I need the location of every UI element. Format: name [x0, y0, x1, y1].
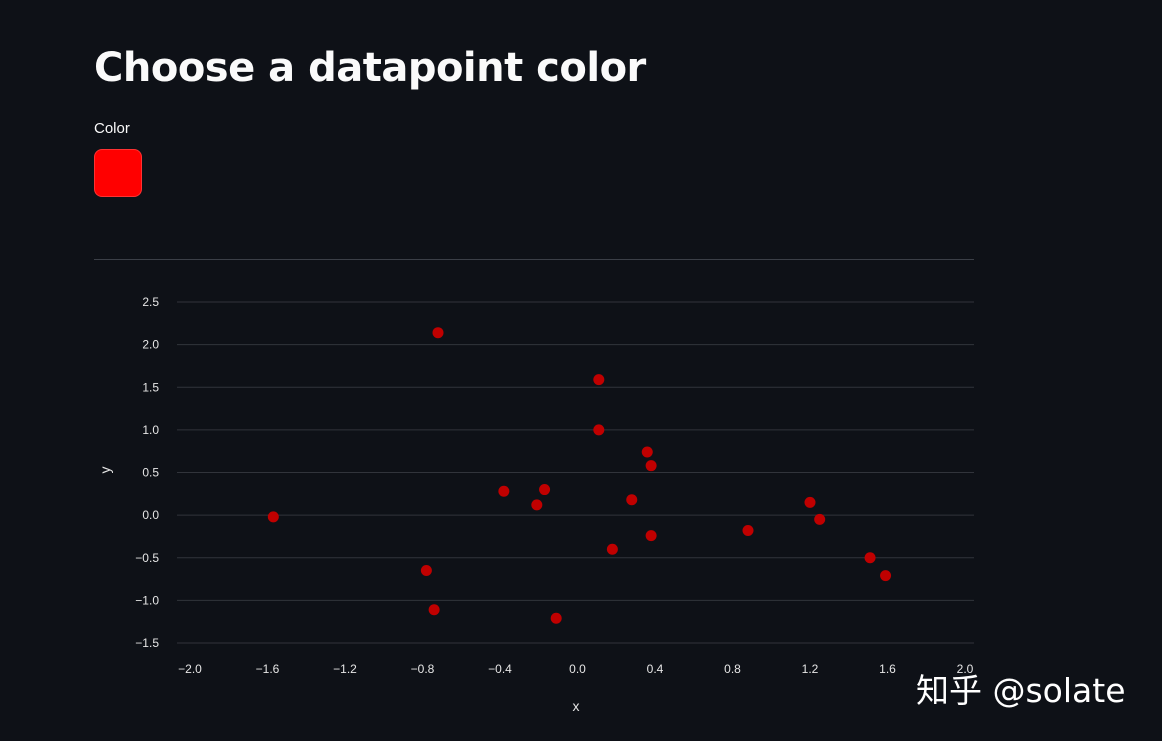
y-tick-label: 1.0 — [142, 423, 159, 437]
x-axis-label: x — [573, 698, 580, 714]
y-tick-label: −1.5 — [135, 636, 159, 650]
color-picker-swatch[interactable] — [94, 149, 142, 197]
x-tick-label: 1.6 — [879, 662, 896, 676]
x-tick-label: 0.4 — [647, 662, 664, 676]
data-point — [804, 496, 816, 508]
x-tick-label: −0.8 — [411, 662, 435, 676]
data-point — [420, 565, 432, 577]
y-tick-label: −0.5 — [135, 551, 159, 565]
data-point — [880, 570, 892, 582]
data-point — [814, 513, 826, 525]
data-point — [432, 327, 444, 339]
y-tick-label: 2.5 — [142, 295, 159, 309]
data-point — [606, 543, 618, 555]
watermark: 知乎 @solate — [916, 671, 1126, 710]
x-tick-label: 2.0 — [957, 662, 974, 676]
data-point — [593, 374, 605, 386]
data-point — [742, 524, 754, 536]
data-point — [539, 484, 551, 496]
data-point — [645, 460, 657, 472]
y-tick-label: 1.5 — [142, 380, 159, 394]
data-point — [645, 530, 657, 542]
x-tick-label: 0.0 — [569, 662, 586, 676]
y-axis-label: y — [97, 467, 113, 474]
data-point — [267, 511, 279, 523]
x-tick-label: −0.4 — [488, 662, 512, 676]
page-title: Choose a datapoint color — [94, 45, 646, 91]
y-tick-label: −1.0 — [135, 593, 159, 607]
data-point — [531, 499, 543, 511]
x-tick-label: −1.2 — [333, 662, 357, 676]
y-tick-label: 0.0 — [142, 508, 159, 522]
y-tick-label: 2.0 — [142, 338, 159, 352]
data-point — [550, 612, 562, 624]
x-tick-label: 0.8 — [724, 662, 741, 676]
x-tick-label: −1.6 — [256, 662, 280, 676]
data-point — [641, 446, 653, 458]
divider — [94, 259, 974, 260]
y-tick-label: 0.5 — [142, 466, 159, 480]
data-point — [428, 604, 440, 616]
data-point — [498, 485, 510, 497]
data-point — [593, 424, 605, 436]
x-tick-label: 1.2 — [802, 662, 819, 676]
color-picker-label: Color — [94, 120, 130, 137]
x-tick-label: −2.0 — [178, 662, 202, 676]
data-point — [626, 494, 638, 506]
data-point — [864, 552, 876, 564]
